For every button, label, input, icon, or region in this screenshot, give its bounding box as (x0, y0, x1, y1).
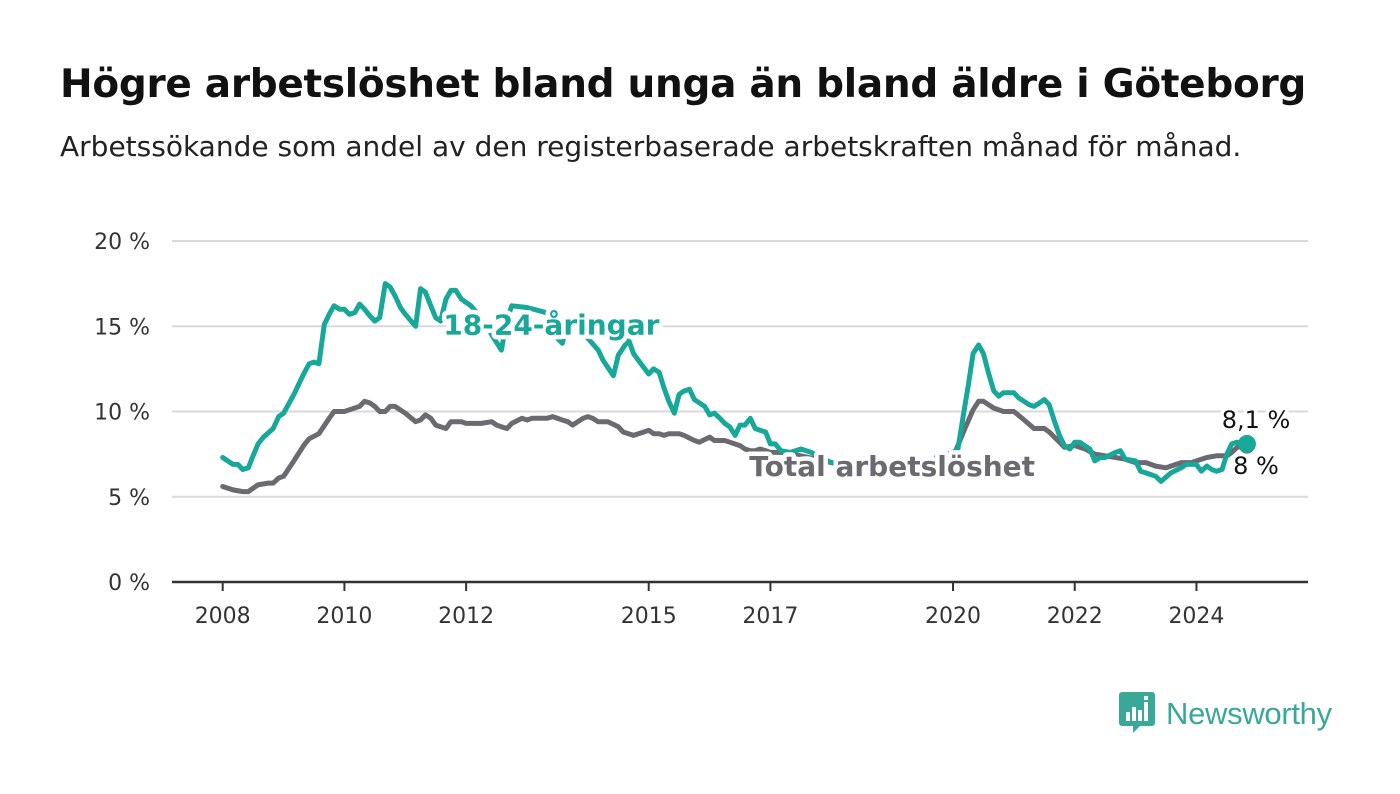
grid-lines (172, 240, 1308, 498)
x-tick-label: 2015 (621, 604, 677, 629)
x-tick-label: 2022 (1047, 604, 1103, 629)
series-line (220, 398, 1250, 495)
x-tick-label: 2012 (438, 604, 494, 629)
series-lines (220, 281, 1250, 495)
annotations: 18-24-åringar Total arbetslöshet 8,1 % 8 % (439, 304, 1294, 488)
series-line (220, 281, 1250, 484)
chart-title: Högre arbetslöshet bland unga än bland ä… (60, 62, 1306, 107)
newsworthy-logo: Newsworthy (1118, 690, 1332, 738)
end-value-label: 8 % (1233, 452, 1279, 480)
y-tick-label: 20 % (94, 230, 150, 255)
newsworthy-logo-icon (1118, 690, 1156, 738)
x-tick-label: 2020 (925, 604, 981, 629)
end-value-label: 8,1 % (1222, 406, 1291, 434)
y-tick-label: 0 % (108, 571, 150, 596)
x-tick-label: 2017 (742, 604, 798, 629)
axes: 0 % 5 % 10 % 15 % 20 % 2008 2010 2012 2015 2017 20… (94, 230, 1308, 629)
y-tick-label: 5 % (108, 486, 150, 511)
y-tick-label: 10 % (94, 401, 150, 426)
series-label: Total arbetslöshet (749, 450, 1035, 483)
end-marker (1237, 434, 1256, 453)
x-tick-label: 2024 (1168, 604, 1224, 629)
series-label: 18-24-åringar (443, 309, 659, 342)
x-tick-label: 2010 (316, 604, 372, 629)
x-tick-label: 2008 (195, 604, 251, 629)
y-tick-label: 15 % (94, 315, 150, 340)
newsworthy-logo-text: Newsworthy (1166, 696, 1332, 731)
chart-subtitle: Arbetssökande som andel av den registerb… (60, 130, 1242, 163)
